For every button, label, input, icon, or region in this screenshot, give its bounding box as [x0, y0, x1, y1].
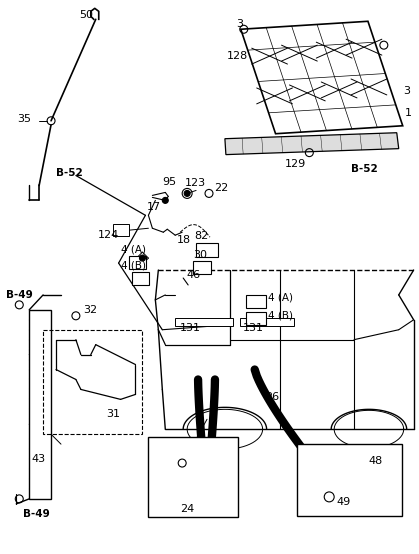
Text: 30: 30 [193, 250, 207, 260]
Bar [297, 444, 402, 516]
Text: 24: 24 [180, 504, 194, 514]
Text: 95: 95 [162, 177, 176, 187]
Bar [113, 224, 129, 236]
Text: 46: 46 [186, 270, 200, 280]
Bar [29, 310, 51, 499]
Bar [132, 272, 150, 285]
Text: 43: 43 [31, 454, 45, 464]
Text: 50: 50 [79, 11, 93, 20]
Text: B-52: B-52 [351, 163, 378, 173]
Bar [196, 243, 218, 257]
Bar [175, 318, 233, 326]
Polygon shape [241, 21, 403, 134]
Text: 131: 131 [180, 323, 201, 333]
Text: 3: 3 [236, 19, 243, 29]
Text: 4 (B): 4 (B) [121, 260, 145, 270]
Text: 1: 1 [405, 108, 412, 118]
Text: B-49: B-49 [6, 290, 33, 300]
Text: 48: 48 [369, 456, 383, 466]
Text: 128: 128 [227, 51, 248, 61]
Bar [148, 437, 238, 517]
Text: 18: 18 [177, 235, 191, 245]
Circle shape [162, 197, 168, 203]
Bar [129, 256, 146, 269]
Bar [240, 318, 295, 326]
Text: B-49: B-49 [23, 509, 50, 519]
Text: 124: 124 [98, 230, 119, 240]
Text: 32: 32 [83, 305, 97, 315]
Text: 35: 35 [17, 114, 31, 124]
Text: 49: 49 [336, 497, 350, 507]
Circle shape [184, 191, 190, 197]
Bar [246, 312, 266, 325]
Text: 26: 26 [265, 392, 279, 402]
Polygon shape [225, 133, 399, 155]
Circle shape [140, 255, 145, 261]
Text: 17: 17 [146, 202, 160, 212]
Bar [246, 295, 266, 308]
Bar [193, 261, 211, 274]
Text: 4 (A): 4 (A) [121, 244, 145, 254]
Text: 123: 123 [185, 178, 206, 188]
Text: 22: 22 [214, 183, 228, 193]
Text: 3: 3 [403, 86, 410, 96]
Text: B-52: B-52 [56, 167, 83, 177]
Text: 31: 31 [106, 409, 120, 419]
Text: 4 (A): 4 (A) [268, 293, 292, 303]
Text: 129: 129 [285, 158, 306, 168]
Text: 4 (B): 4 (B) [268, 311, 292, 321]
Text: 131: 131 [243, 323, 264, 333]
Bar [43, 330, 142, 434]
Text: 82: 82 [194, 231, 208, 241]
